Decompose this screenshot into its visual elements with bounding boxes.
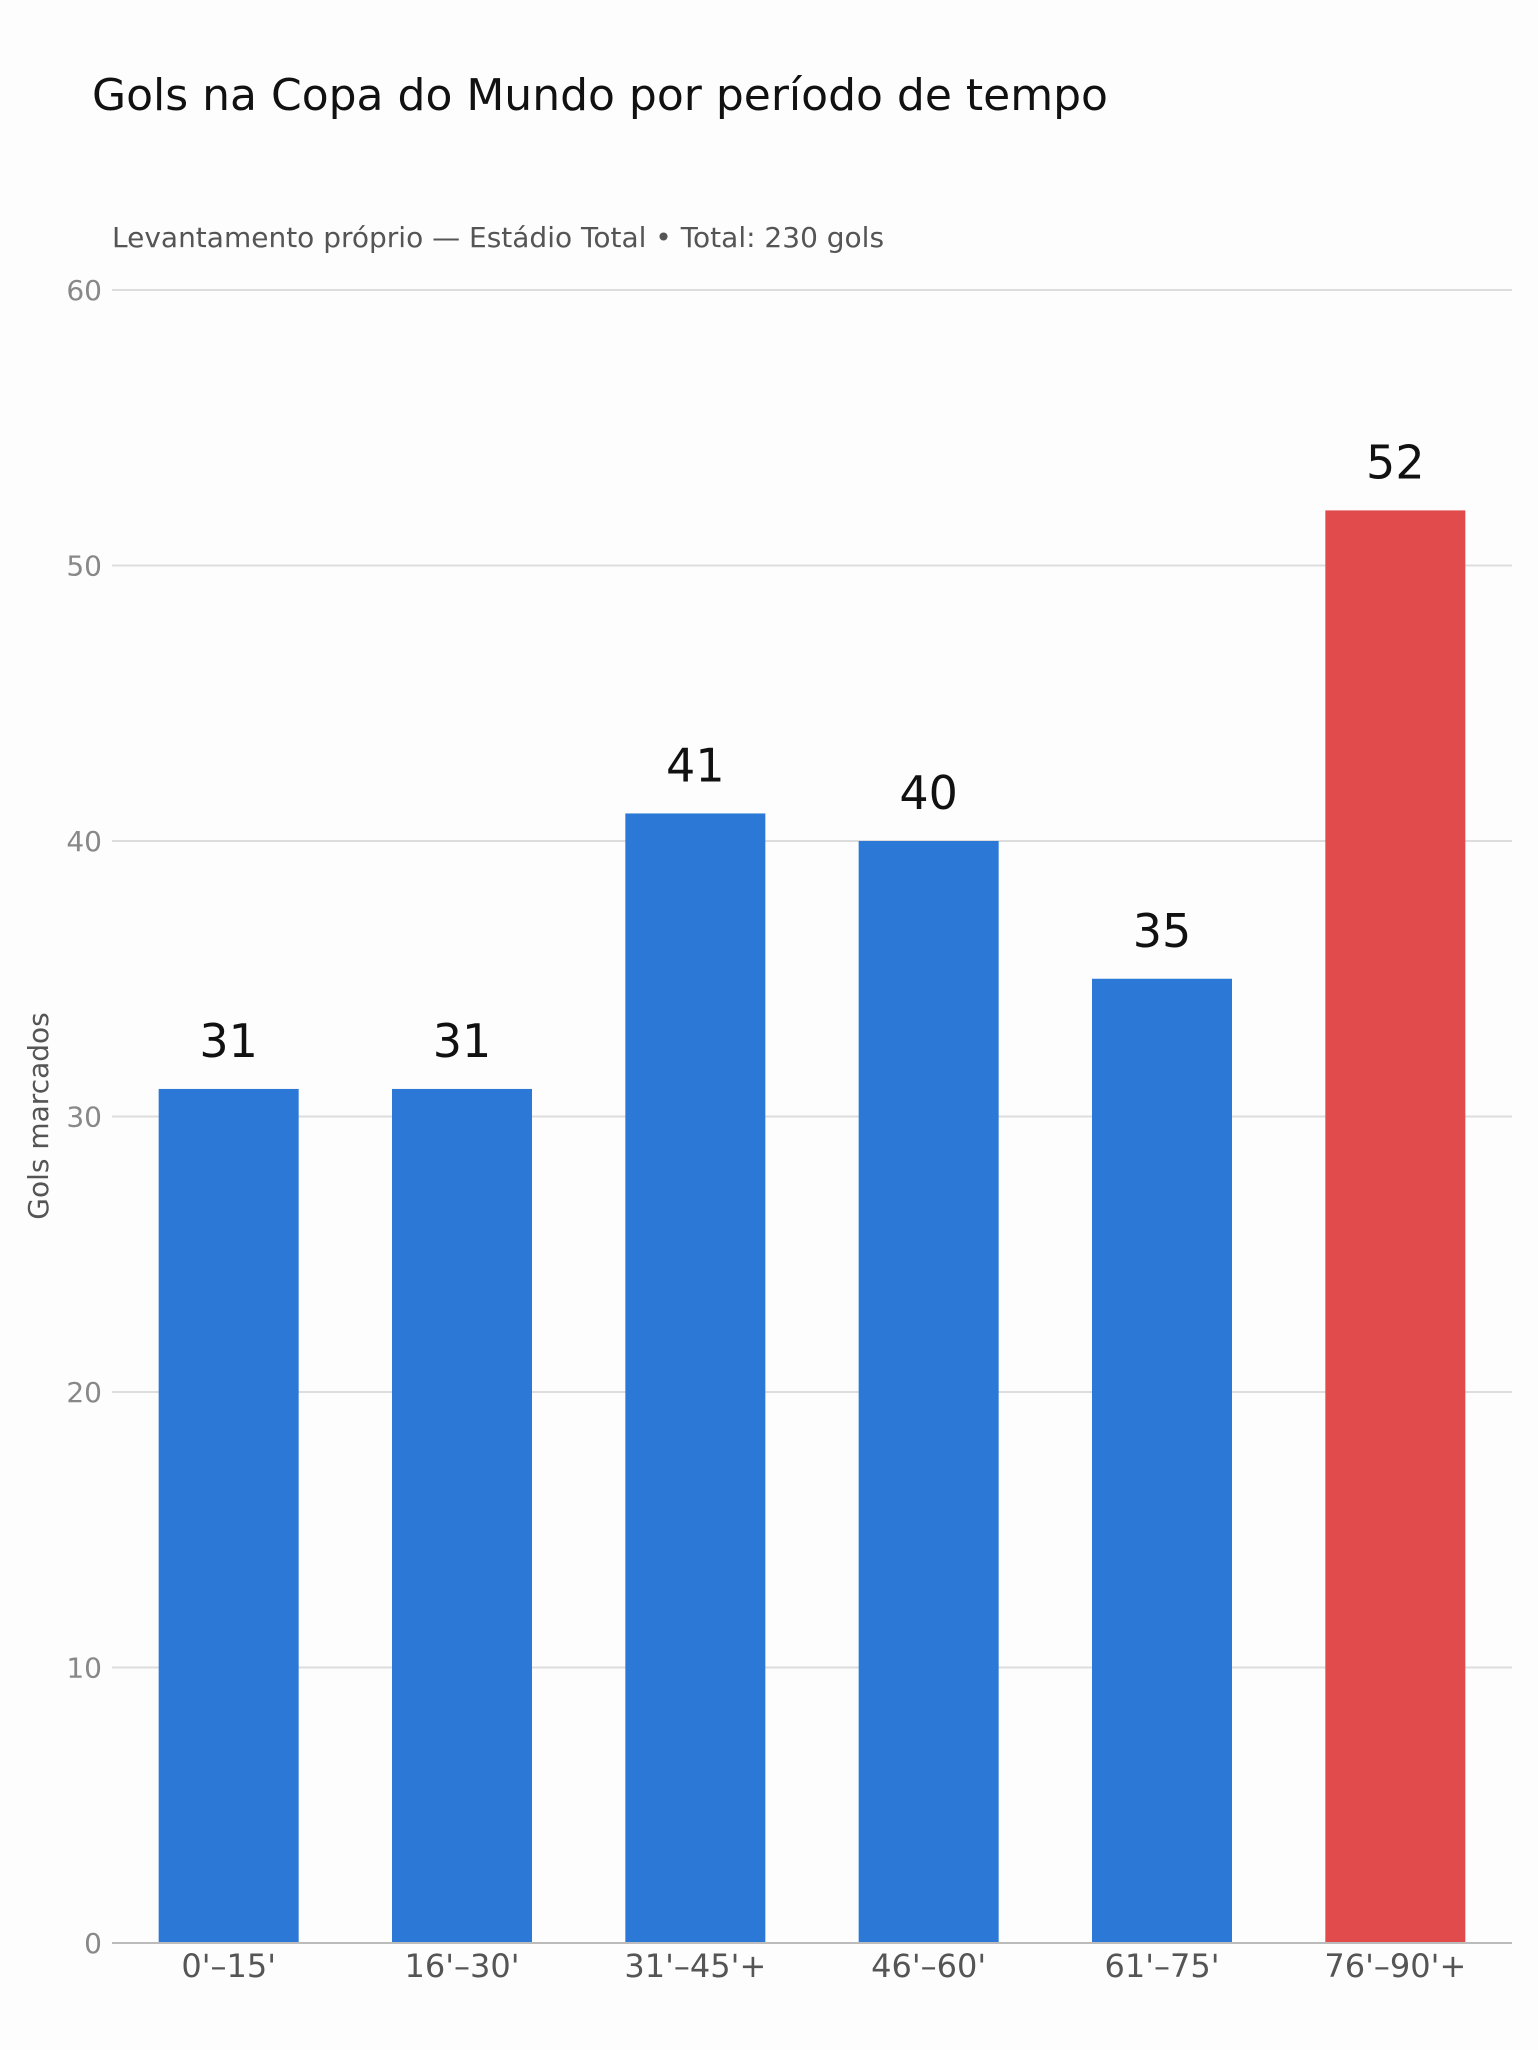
bar-value-label: 31 bbox=[199, 1014, 258, 1068]
chart-subtitle: Levantamento próprio — Estádio Total • T… bbox=[112, 221, 884, 254]
bar-value-label: 52 bbox=[1366, 435, 1425, 489]
bar bbox=[392, 1088, 532, 1943]
bar bbox=[858, 841, 999, 1943]
x-tick-label: 61'–75' bbox=[1104, 1947, 1219, 1985]
chart-title: Gols na Copa do Mundo por período de tem… bbox=[92, 70, 1108, 121]
y-axis-label: Gols marcados bbox=[22, 1012, 55, 1219]
bar-value-label: 40 bbox=[899, 766, 958, 820]
y-tick-label: 40 bbox=[66, 825, 102, 858]
x-tick-label: 76'–90'+ bbox=[1324, 1947, 1466, 1985]
x-axis-ticks: 0'–15' 16'–30' 31'–45'+ 46'–60' 61'–75' 76'–9… bbox=[181, 1947, 1466, 1985]
x-tick-label: 46'–60' bbox=[871, 1947, 986, 1985]
x-tick-label: 31'–45'+ bbox=[624, 1947, 766, 1985]
bar-value-label: 31 bbox=[433, 1014, 492, 1068]
y-tick-label: 20 bbox=[66, 1376, 102, 1409]
y-tick-label: 30 bbox=[66, 1101, 102, 1134]
bar bbox=[625, 813, 766, 1944]
bar-value-label: 41 bbox=[666, 738, 725, 792]
bar bbox=[1325, 510, 1466, 1943]
x-tick-label: 16'–30' bbox=[404, 1947, 519, 1985]
value-labels: 31 31 41 40 35 52 bbox=[199, 435, 1424, 1068]
y-tick-label: 0 bbox=[84, 1927, 102, 1960]
bar bbox=[158, 1088, 299, 1943]
y-tick-label: 10 bbox=[66, 1652, 102, 1685]
y-axis-ticks: 0 10 20 30 40 50 60 bbox=[66, 274, 102, 1960]
y-tick-label: 60 bbox=[66, 274, 102, 307]
bar-value-label: 35 bbox=[1133, 904, 1192, 958]
bar bbox=[1092, 978, 1232, 1943]
x-tick-label: 0'–15' bbox=[181, 1947, 276, 1985]
gridlines bbox=[112, 289, 1512, 1669]
bars bbox=[158, 510, 1466, 1944]
y-tick-label: 50 bbox=[66, 550, 102, 583]
